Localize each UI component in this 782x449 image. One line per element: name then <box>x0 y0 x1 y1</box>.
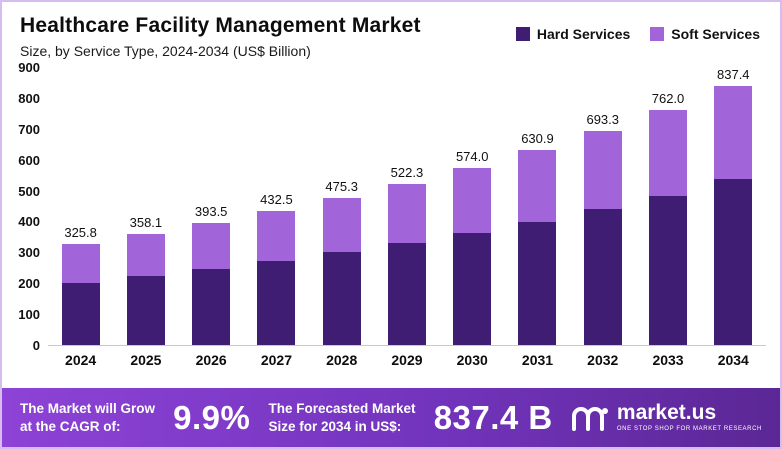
legend-item-soft-services: Soft Services <box>650 26 760 42</box>
cagr-label: The Market will Grow at the CAGR of: <box>20 400 156 434</box>
bar-soft-segment <box>583 130 622 210</box>
bar-total-label: 693.3 <box>586 111 620 127</box>
y-tick-label: 500 <box>18 183 40 199</box>
x-tick-label: 2027 <box>260 352 292 368</box>
cagr-value: 9.9% <box>173 398 251 436</box>
bar-hard-segment <box>126 275 165 345</box>
bar-total-label: 358.1 <box>129 215 163 231</box>
bar-soft-segment <box>649 109 688 196</box>
bar-soft-segment <box>322 198 361 253</box>
bar-column: 837.4 2034 <box>701 67 766 368</box>
bar-total-label: 630.9 <box>521 131 554 147</box>
y-tick-label: 800 <box>18 90 40 106</box>
bar-column: 522.3 2029 <box>374 67 439 368</box>
bar-column: 475.3 2028 <box>309 67 374 368</box>
soft-services-swatch-icon <box>650 27 665 41</box>
bar-total-label: 432.5 <box>260 192 293 208</box>
bar-column: 574.0 2030 <box>440 67 505 368</box>
bar-total-label: 574.0 <box>455 148 489 164</box>
x-tick-label: 2029 <box>391 352 423 368</box>
bar-total-label: 762.0 <box>651 90 685 106</box>
bar-soft-segment <box>387 183 426 244</box>
bar-hard-segment <box>453 233 492 345</box>
bar-column: 762.0 2033 <box>635 67 700 368</box>
hard-services-swatch-icon <box>515 27 530 41</box>
bar-hard-segment <box>387 243 426 345</box>
bar-column: 325.8 2024 <box>48 67 113 368</box>
brand-text: market.us ONE STOP SHOP FOR MARKET RESEA… <box>616 401 762 433</box>
y-tick-label: 200 <box>18 276 40 292</box>
y-tick-label: 400 <box>18 214 40 230</box>
x-tick-label: 2026 <box>195 352 227 368</box>
x-tick-label: 2028 <box>326 352 358 368</box>
y-tick-label: 100 <box>18 307 40 323</box>
y-tick-label: 700 <box>18 121 40 137</box>
bar-soft-segment <box>714 86 753 180</box>
page-title: Healthcare Facility Management Market <box>20 14 421 37</box>
bar-column: 630.9 2031 <box>505 67 570 368</box>
plot-area: 325.8 2024 358.1 2025 393.5 2026 432.5 2027 475.… <box>48 67 766 368</box>
bar-hard-segment <box>61 283 100 345</box>
y-tick-label: 300 <box>18 245 40 261</box>
bar-total-label: 325.8 <box>64 225 97 241</box>
marketus-logo-icon <box>571 406 608 431</box>
brand-tagline: ONE STOP SHOP FOR MARKET RESEARCH <box>616 426 762 433</box>
x-axis-line <box>48 345 766 346</box>
y-tick-label: 900 <box>18 60 40 75</box>
plot-area-outer: 325.8 2024 358.1 2025 393.5 2026 432.5 2027 475.… <box>48 67 766 368</box>
bar-hard-segment <box>649 195 688 345</box>
chart-subtitle: Size, by Service Type, 2024-2034 (US$ Bi… <box>20 43 311 59</box>
x-tick-label: 2033 <box>652 352 684 368</box>
bar-soft-segment <box>192 223 231 270</box>
bar-soft-segment <box>453 167 492 234</box>
bar-soft-segment <box>518 150 557 223</box>
legend-label: Hard Services <box>536 26 631 42</box>
forecast-value: 837.4 B <box>433 398 553 436</box>
bar-hard-segment <box>518 222 557 345</box>
bar-column: 358.1 2025 <box>113 67 178 368</box>
bar-soft-segment <box>257 211 296 261</box>
x-tick-label: 2030 <box>456 352 488 368</box>
bar-hard-segment <box>322 252 361 345</box>
chart-header: Healthcare Facility Management Market Si… <box>2 2 780 59</box>
bar-hard-segment <box>714 179 753 345</box>
bar-total-label: 393.5 <box>194 204 228 220</box>
y-tick-label: 600 <box>18 152 40 168</box>
x-tick-label: 2034 <box>717 352 749 368</box>
brand-block: market.us ONE STOP SHOP FOR MARKET RESEA… <box>571 402 762 432</box>
forecast-label: The Forecasted Market Size for 2034 in U… <box>268 400 416 434</box>
legend-item-hard-services: Hard Services <box>515 26 631 42</box>
x-tick-label: 2025 <box>130 352 162 368</box>
x-tick-label: 2024 <box>65 352 97 368</box>
brand-name: market.us <box>616 401 717 425</box>
bar-column: 693.3 2032 <box>570 67 635 368</box>
bar-soft-segment <box>61 244 100 284</box>
bar-chart: 0 100 200 300 400 500 600 700 800 900 325.8 2024 35… <box>2 59 780 368</box>
legend-label: Soft Services <box>671 26 760 42</box>
bar-hard-segment <box>257 260 296 345</box>
chart-legend: Hard Services Soft Services <box>515 26 760 42</box>
bar-column: 432.5 2027 <box>244 67 309 368</box>
bar-total-label: 837.4 <box>717 67 750 83</box>
bar-hard-segment <box>192 269 231 345</box>
x-tick-label: 2032 <box>587 352 619 368</box>
bar-soft-segment <box>126 234 165 276</box>
y-axis: 0 100 200 300 400 500 600 700 800 900 <box>8 60 48 353</box>
bar-hard-segment <box>583 209 622 345</box>
x-tick-label: 2031 <box>521 352 554 368</box>
y-tick-label: 0 <box>32 338 40 353</box>
bar-total-label: 475.3 <box>325 179 358 195</box>
footer-banner: The Market will Grow at the CAGR of: 9.9… <box>2 388 780 447</box>
bar-total-label: 522.3 <box>390 164 424 180</box>
bar-column: 393.5 2026 <box>179 67 244 368</box>
